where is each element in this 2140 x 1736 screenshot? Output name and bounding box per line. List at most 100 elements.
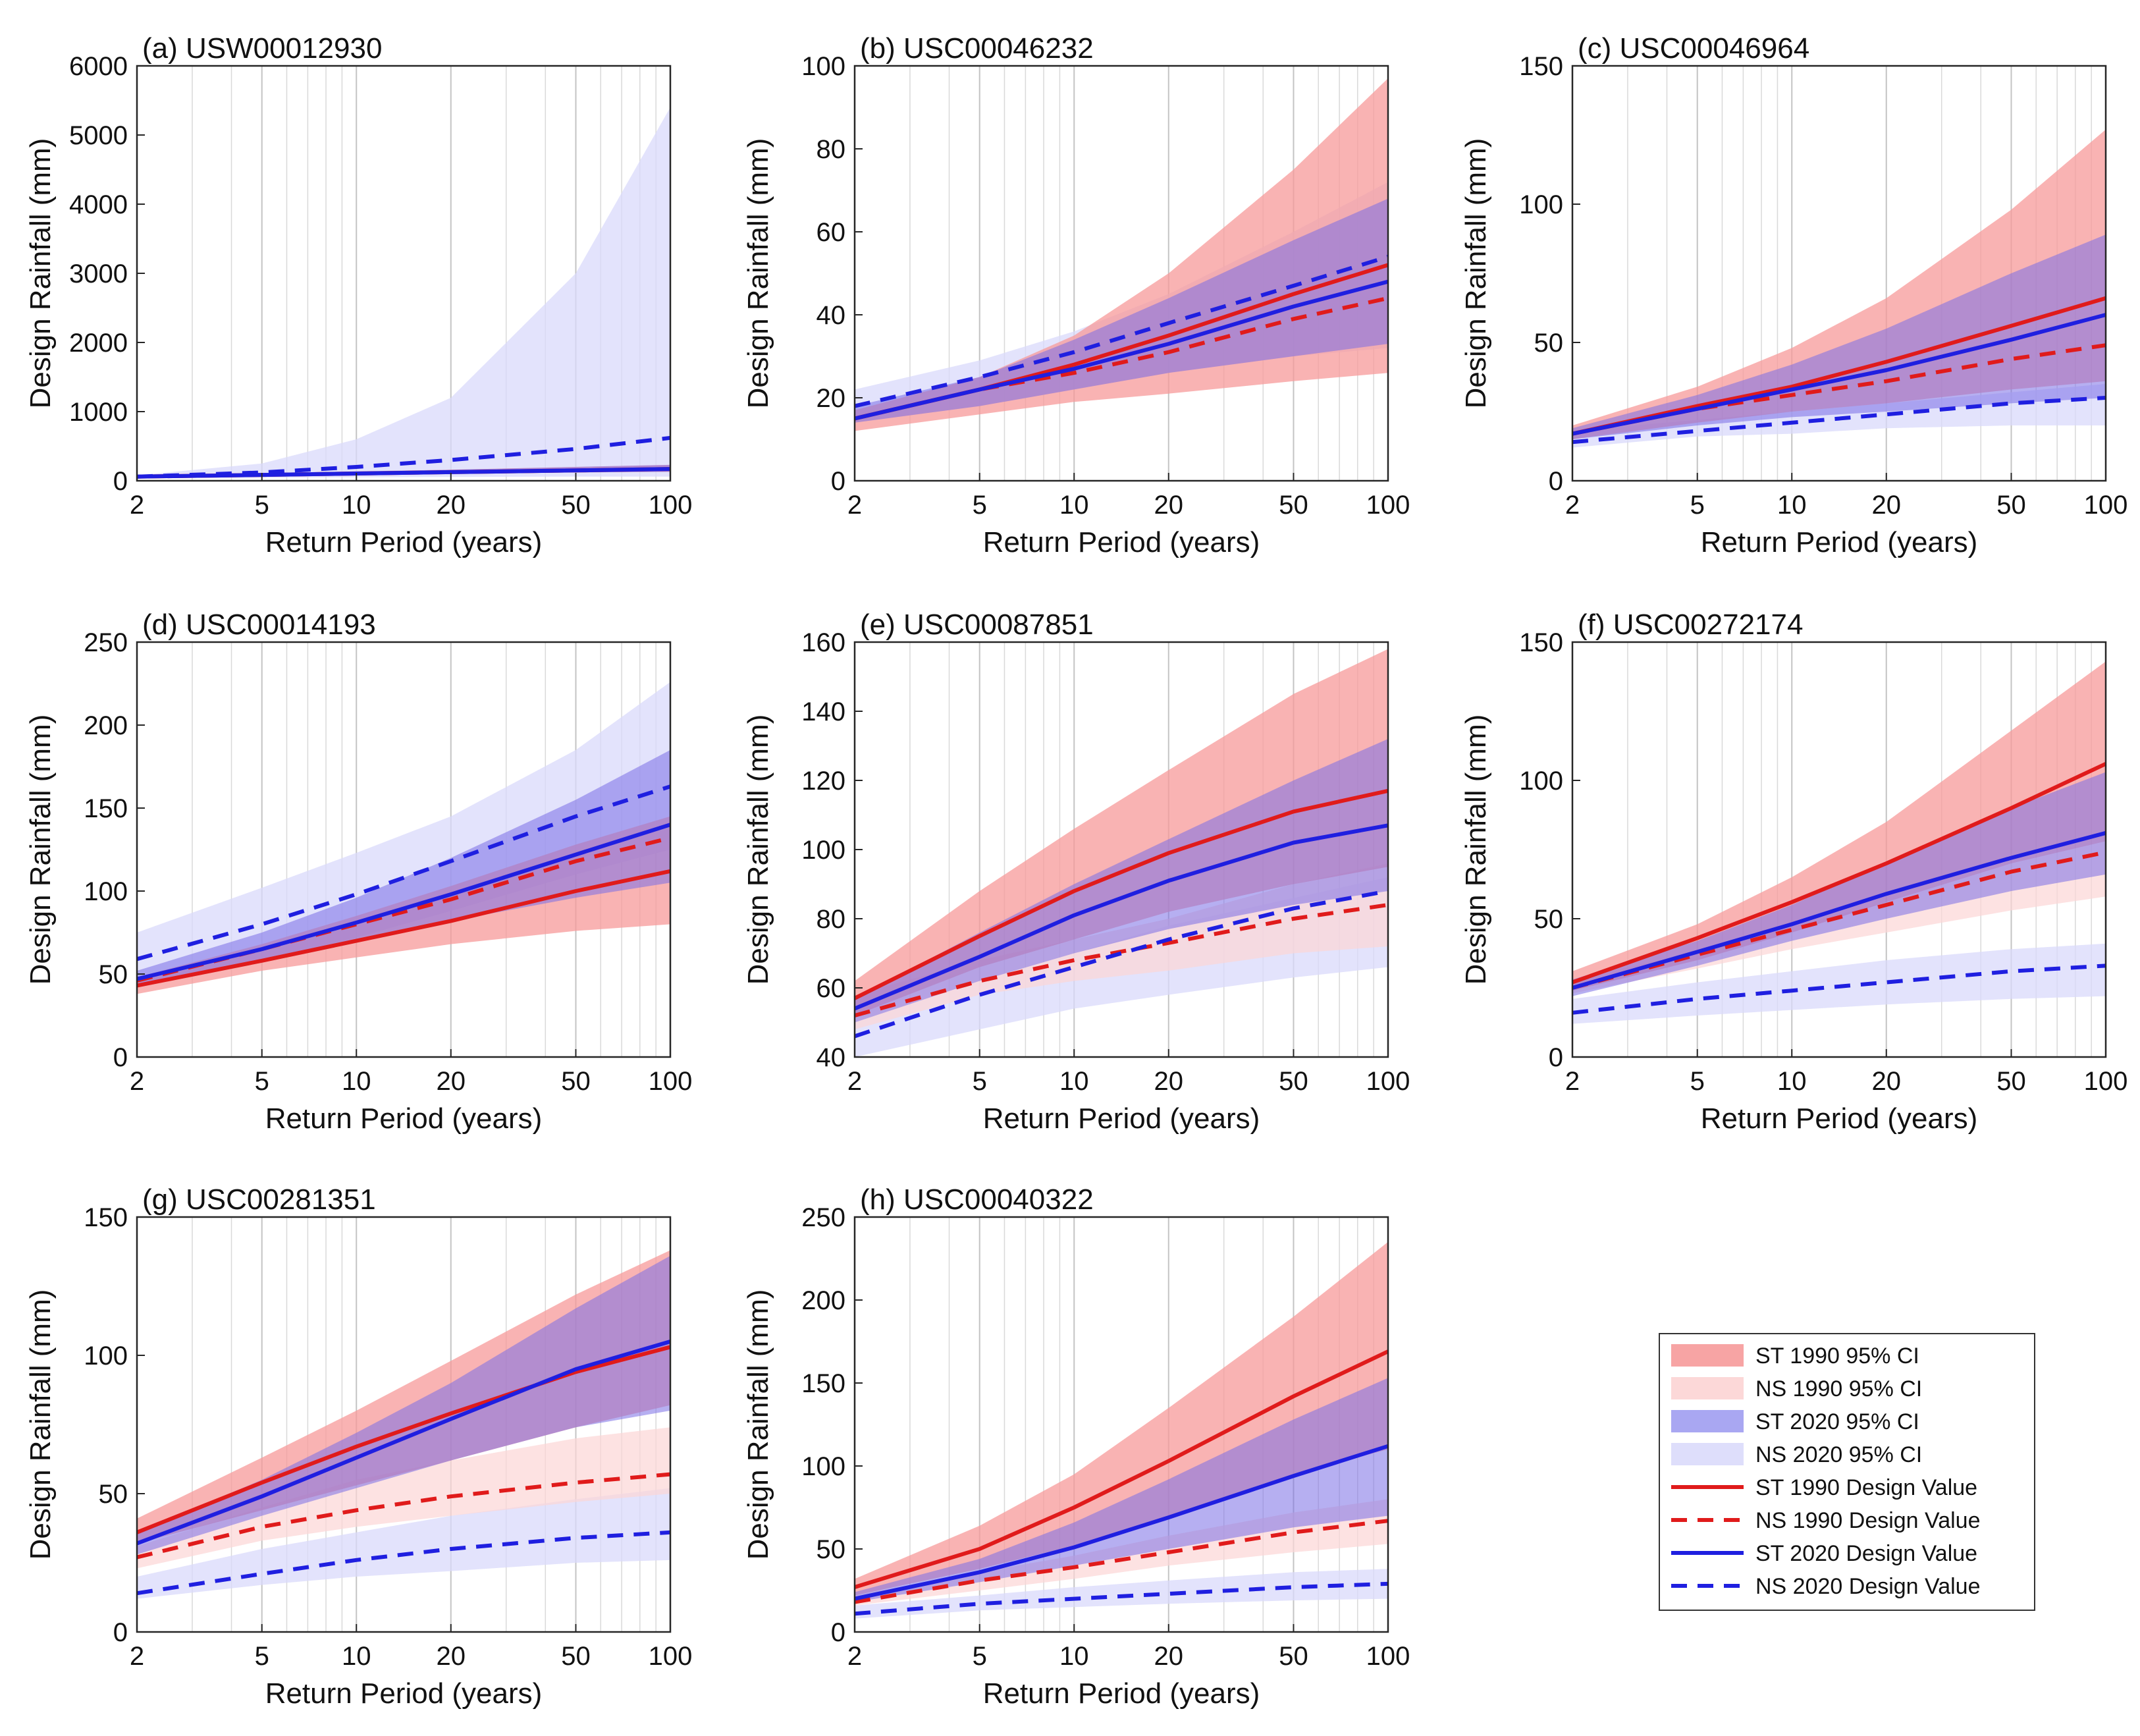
x-tick-label: 50	[561, 1067, 591, 1096]
x-tick-label: 20	[1154, 1067, 1184, 1096]
chart-panel-f: 2 5 10 20 50 100 0 50 100 150 (f) USC00272174 Retur…	[1460, 609, 2127, 1135]
x-tick-label: 100	[649, 491, 693, 520]
y-tick-label: 100	[1519, 767, 1563, 796]
x-tick-label: 5	[255, 491, 269, 520]
y-axis-label: Design Rainfall (mm)	[1460, 715, 1492, 985]
ns-1990-95-ciband	[137, 1427, 670, 1569]
st-1990-design-valueline	[136, 1345, 671, 1534]
y-tick-label: 50	[1534, 329, 1564, 358]
x-tick-label: 10	[1777, 1067, 1807, 1096]
ns-2020-design-valueline	[854, 889, 1389, 1039]
axes-frame	[1571, 65, 2107, 482]
y-axis-label: Design Rainfall (mm)	[24, 138, 57, 409]
x-axis-label: Return Period (years)	[983, 526, 1260, 558]
y-tick-label: 40	[816, 1043, 846, 1072]
st-2020-design-valueline	[853, 823, 1389, 1011]
x-tick-label: 2	[130, 491, 144, 520]
axes-frame	[1571, 641, 2107, 1058]
x-tick-label: 10	[1059, 491, 1089, 520]
y-tick-label: 150	[801, 1369, 845, 1398]
x-tick-label: 2	[847, 1067, 862, 1096]
x-tick-label: 50	[1279, 1067, 1308, 1096]
x-tick-label: 2	[847, 1642, 862, 1671]
x-tick-label: 20	[1872, 1067, 1902, 1096]
y-tick-label: 150	[1519, 52, 1563, 81]
x-tick-label: 2	[847, 491, 862, 520]
x-tick-label: 2	[130, 1642, 144, 1671]
st-1990-design-valueline	[853, 788, 1389, 1000]
chart-title: (h) USC00040322	[860, 1183, 1094, 1216]
y-tick-label: 140	[801, 697, 845, 726]
y-tick-label: 100	[1519, 190, 1563, 219]
ns-2020-design-valueline	[136, 1530, 671, 1596]
legend-label: NS 1990 Design Value	[1755, 1508, 1980, 1533]
y-tick-label: 100	[801, 1452, 845, 1481]
ns-2020-design-valueline	[854, 254, 1389, 408]
x-tick-label: 100	[1366, 1067, 1410, 1096]
y-axis-label: Design Rainfall (mm)	[742, 138, 774, 409]
x-tick-label: 100	[1366, 1642, 1410, 1671]
legend-entries: ST 1990 95% CI NS 1990 95% CI ST 2020 95% …	[1671, 1343, 1980, 1599]
y-tick-label: 0	[1549, 1043, 1563, 1072]
x-tick-label: 100	[649, 1067, 693, 1096]
st-1990-design-valueline	[136, 869, 671, 988]
chart-title: (d) USC00014193	[142, 609, 376, 641]
x-tick-label: 2	[130, 1067, 144, 1096]
st-2020-design-valueline	[1572, 830, 2106, 990]
x-tick-label: 100	[1366, 491, 1410, 520]
chart-title: (a) USW00012930	[142, 32, 382, 65]
x-tick-label: 10	[1777, 491, 1807, 520]
chart-title: (b) USC00046232	[860, 32, 1094, 65]
st-2020-design-valueline	[854, 279, 1389, 421]
chart-panel-c: 2 5 10 20 50 100 0 50 100 150 (c) USC00046964 Retur…	[1460, 32, 2127, 558]
ns-2020-95-ciband	[137, 682, 670, 988]
x-tick-label: 10	[1059, 1067, 1089, 1096]
y-tick-label: 6000	[69, 52, 128, 81]
chart-panel-b: 2 5 10 20 50 100 0 20 40 60 80 100 (b) USC00046232 Re…	[742, 32, 1410, 558]
y-axis-label: Design Rainfall (mm)	[24, 1289, 57, 1560]
ns-2020-95-ciband	[855, 182, 1388, 423]
ns-2020-95-ciband	[137, 107, 670, 478]
axes-frame	[853, 65, 1389, 482]
x-tick-label: 50	[1996, 491, 2026, 520]
x-tick-label: 20	[1154, 1642, 1184, 1671]
x-tick-label: 2	[1565, 491, 1580, 520]
x-tick-label: 50	[561, 1642, 591, 1671]
y-tick-label: 50	[1534, 905, 1564, 934]
legend-label: NS 2020 95% CI	[1755, 1442, 1922, 1467]
y-tick-label: 250	[801, 1203, 845, 1232]
legend-label: ST 1990 Design Value	[1755, 1475, 1977, 1500]
x-axis-label: Return Period (years)	[1701, 526, 1978, 558]
y-tick-label: 60	[816, 974, 846, 1003]
y-tick-label: 150	[1519, 628, 1563, 657]
legend-swatch	[1671, 1377, 1744, 1399]
y-axis-label: Design Rainfall (mm)	[1460, 138, 1492, 409]
x-tick-label: 5	[1690, 1067, 1705, 1096]
y-tick-label: 1000	[69, 398, 128, 427]
chart-title: (g) USC00281351	[142, 1183, 376, 1216]
x-tick-label: 5	[1690, 491, 1705, 520]
legend-swatch	[1671, 1443, 1744, 1465]
legend-swatch	[1671, 1410, 1744, 1432]
y-tick-label: 20	[816, 384, 846, 413]
y-tick-label: 0	[113, 1618, 128, 1647]
y-tick-label: 50	[99, 1480, 128, 1509]
ns-1990-design-valueline	[136, 1472, 671, 1560]
legend-label: NS 1990 95% CI	[1755, 1376, 1922, 1401]
x-tick-label: 50	[1279, 1642, 1308, 1671]
y-tick-label: 5000	[69, 121, 128, 150]
legend-label: ST 2020 95% CI	[1755, 1409, 1919, 1434]
x-axis-label: Return Period (years)	[983, 1102, 1260, 1135]
ns-2020-design-valueline	[854, 1581, 1389, 1616]
x-tick-label: 100	[2084, 1067, 2128, 1096]
y-tick-label: 200	[801, 1286, 845, 1315]
y-tick-label: 0	[1549, 467, 1563, 496]
y-tick-label: 60	[816, 218, 846, 247]
ns-2020-design-valueline	[1572, 396, 2106, 445]
y-tick-label: 80	[816, 905, 846, 934]
y-tick-label: 100	[801, 52, 845, 81]
x-axis-label: Return Period (years)	[265, 1677, 543, 1710]
st-2020-design-valueline	[1572, 313, 2106, 436]
y-tick-label: 0	[113, 467, 128, 496]
st-2020-design-valueline	[854, 1444, 1389, 1601]
